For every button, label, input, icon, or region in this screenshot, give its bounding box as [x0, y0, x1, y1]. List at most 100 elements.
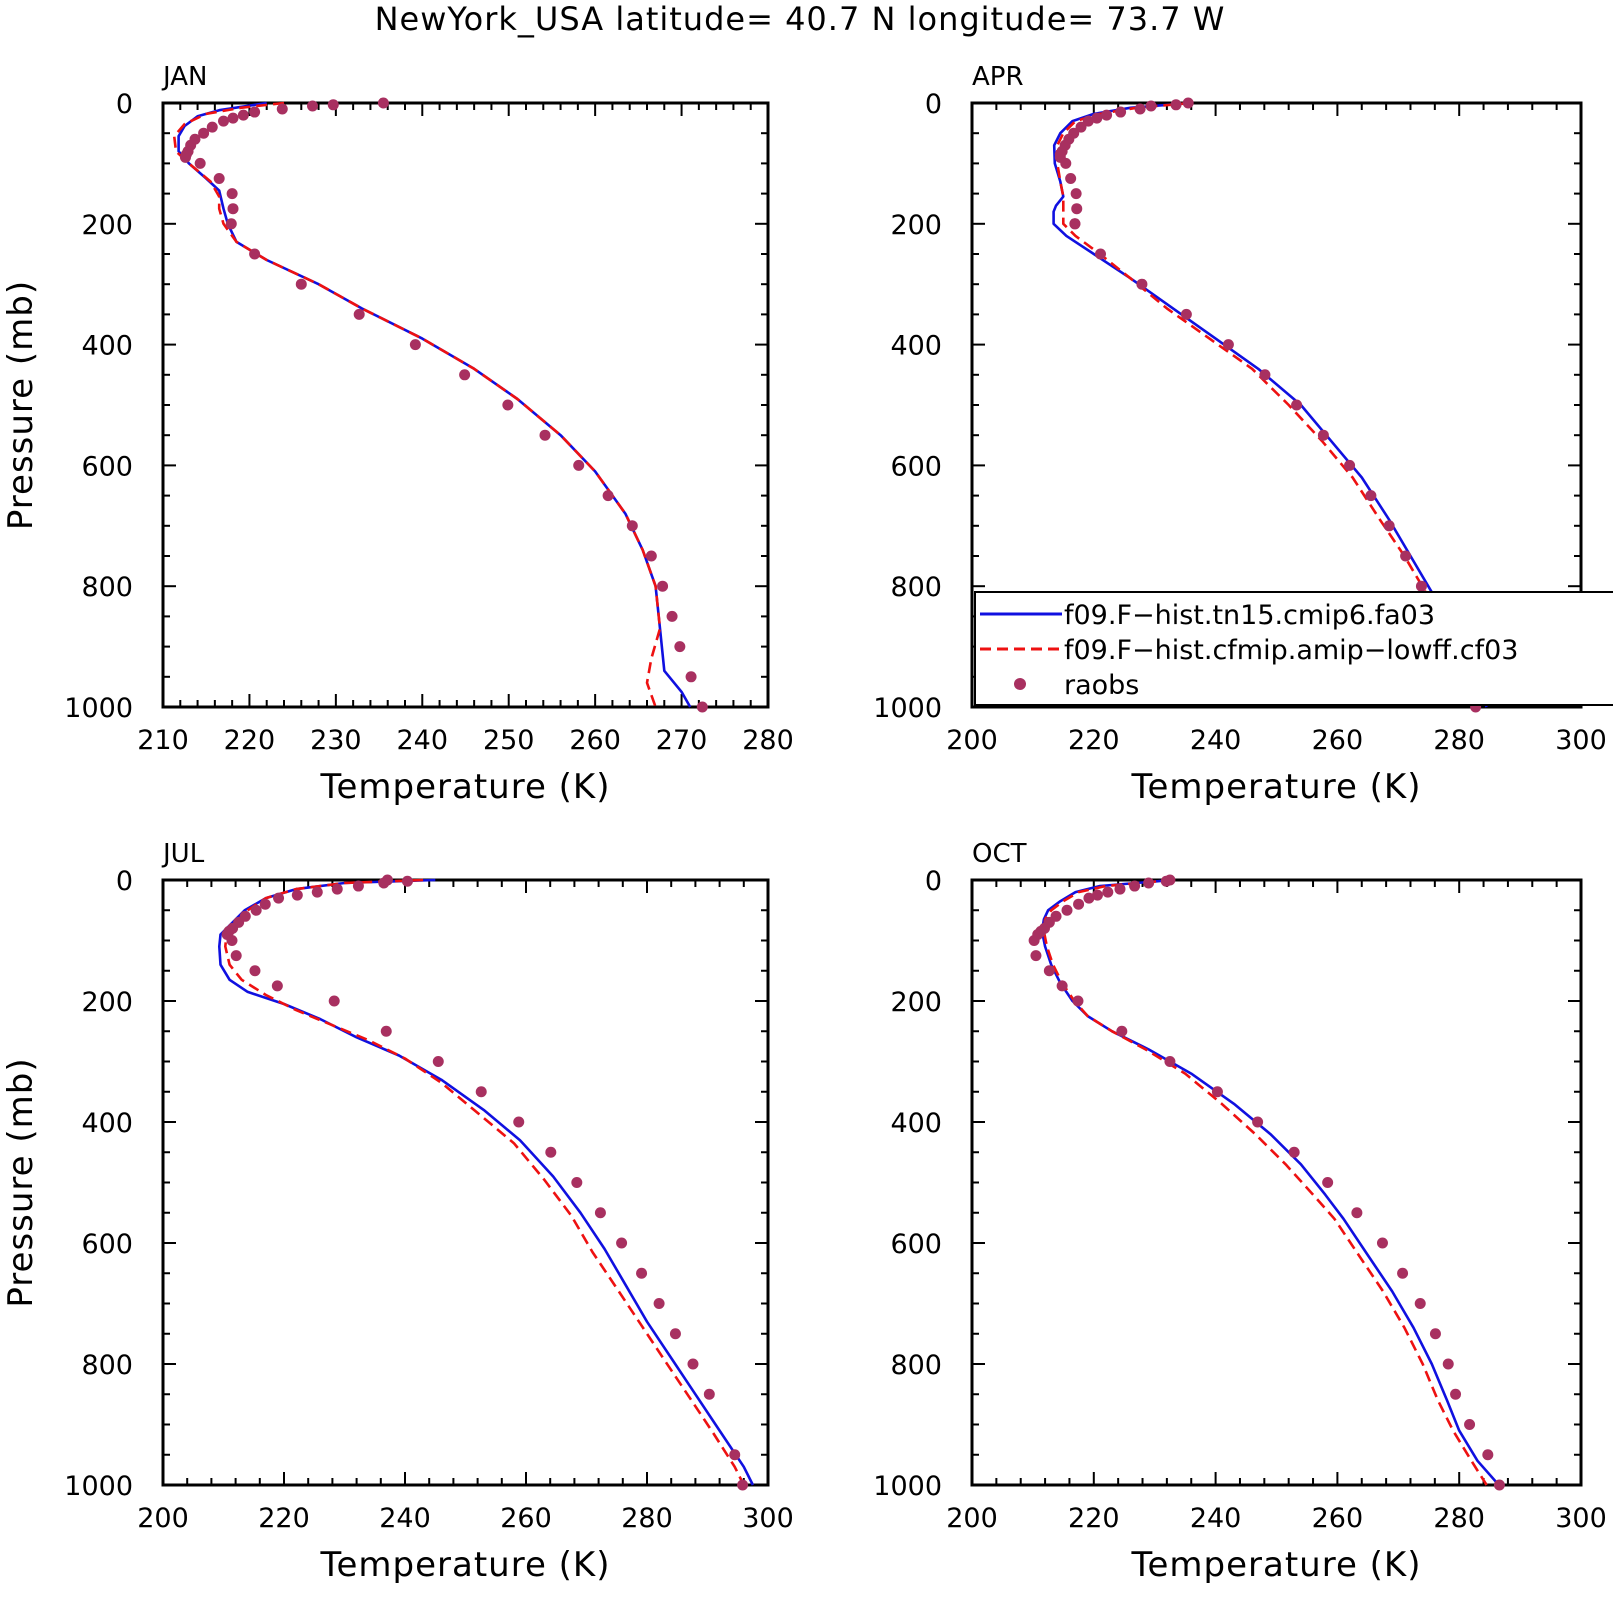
raobs-point — [1136, 278, 1148, 290]
raobs-point — [626, 520, 638, 532]
x-tick-label: 220 — [258, 1503, 310, 1534]
raobs-point — [331, 883, 343, 895]
raobs-point — [696, 701, 708, 713]
raobs-point — [1288, 1146, 1300, 1158]
raobs-point — [327, 99, 339, 111]
plot-frame — [970, 878, 1583, 1487]
series-raobs — [1028, 874, 1505, 1491]
plot-data — [172, 97, 708, 713]
raobs-point — [432, 1056, 444, 1067]
raobs-point — [1072, 995, 1084, 1007]
x-tick-label: 220 — [1068, 1503, 1120, 1534]
y-tick-label: 0 — [925, 89, 942, 120]
raobs-point — [1134, 103, 1146, 115]
raobs-point — [179, 151, 191, 163]
y-tick-label: 800 — [81, 1350, 133, 1381]
raobs-point — [1094, 248, 1106, 260]
raobs-point — [1400, 550, 1412, 562]
legend: f09.F−hist.tn15.cmip6.fa03 f09.F−hist.cfm… — [974, 591, 1613, 706]
raobs-point — [1129, 880, 1141, 892]
x-tick-label: 270 — [656, 725, 708, 756]
raobs-point — [1030, 950, 1042, 962]
raobs-point — [1082, 115, 1094, 127]
raobs-point — [685, 671, 697, 683]
raobs-point — [539, 429, 551, 441]
raobs-point — [1482, 1449, 1494, 1461]
raobs-point — [307, 100, 319, 112]
model-line-dashed — [1042, 878, 1488, 1486]
raobs-point — [1143, 877, 1155, 889]
raobs-point — [1252, 1116, 1264, 1128]
raobs-point — [674, 641, 686, 653]
raobs-point — [227, 203, 239, 215]
raobs-point — [1043, 965, 1055, 977]
panel-title: OCT — [972, 839, 1027, 869]
x-tick-label: 240 — [397, 725, 449, 756]
y-tick-label: 400 — [81, 331, 133, 362]
x-tick-label: 230 — [310, 725, 362, 756]
raobs-point — [1415, 580, 1427, 592]
raobs-point — [594, 1207, 606, 1219]
y-tick-label: 200 — [890, 987, 942, 1018]
x-tick-label: 260 — [500, 1503, 552, 1534]
raobs-point — [1351, 1207, 1363, 1219]
x-tick-label: 300 — [1555, 1503, 1607, 1534]
raobs-point — [1211, 1086, 1223, 1098]
raobs-point — [1383, 520, 1395, 532]
legend-marker-raobs — [1014, 678, 1026, 690]
y-tick-label: 1000 — [873, 693, 942, 724]
raobs-point — [218, 115, 229, 127]
raobs-point — [669, 1328, 681, 1340]
raobs-point — [1056, 980, 1068, 992]
raobs-point — [213, 173, 225, 184]
model-line-solid — [218, 878, 755, 1486]
raobs-point — [380, 1025, 392, 1037]
raobs-point — [1060, 157, 1072, 169]
raobs-point — [291, 889, 303, 901]
raobs-point — [328, 995, 340, 1007]
raobs-point — [1116, 1025, 1128, 1037]
legend-label: f09.F−hist.tn15.cmip6.fa03 — [1064, 600, 1435, 631]
x-axis-label: Temperature (K) — [319, 1545, 610, 1585]
x-axis-label: Temperature (K) — [1130, 767, 1421, 807]
raobs-point — [1322, 1177, 1334, 1188]
raobs-point — [687, 1358, 699, 1370]
raobs-point — [1442, 1358, 1454, 1370]
raobs-point — [1180, 308, 1192, 320]
raobs-point — [1091, 889, 1103, 901]
panel-oct: OCT 200 220 240 260 280 300 0 200 400 600 800 1000 Te… — [873, 839, 1606, 1585]
raobs-point — [230, 950, 242, 962]
x-tick-label: 200 — [946, 725, 998, 756]
x-tick-label: 280 — [621, 1503, 673, 1534]
raobs-point — [1073, 898, 1085, 910]
legend-box — [974, 591, 1613, 706]
raobs-point — [1376, 1237, 1388, 1249]
series-raobs — [179, 97, 708, 713]
raobs-point — [545, 1146, 557, 1158]
plot-data — [218, 874, 755, 1491]
raobs-point — [1028, 935, 1040, 946]
raobs-point — [513, 1116, 525, 1128]
panel-title: JAN — [161, 62, 207, 92]
raobs-point — [1071, 203, 1083, 215]
panels: JAN 210 220 230 240 250 260 270 280 0 200 400 600 800… — [1, 62, 1607, 1585]
raobs-point — [657, 580, 669, 592]
raobs-point — [645, 550, 657, 562]
raobs-point — [1065, 173, 1077, 184]
raobs-point — [276, 103, 288, 115]
raobs-point — [1170, 99, 1182, 111]
raobs-point — [666, 610, 678, 622]
y-tick-label: 1000 — [64, 1471, 133, 1502]
raobs-point — [226, 935, 238, 946]
x-tick-label: 280 — [1433, 1503, 1485, 1534]
raobs-point — [1429, 1328, 1441, 1340]
raobs-point — [409, 339, 421, 351]
raobs-point — [377, 97, 389, 109]
x-tick-label: 220 — [224, 725, 276, 756]
raobs-point — [1182, 97, 1194, 109]
plot-data — [1028, 874, 1505, 1491]
raobs-point — [378, 877, 390, 889]
raobs-point — [1083, 892, 1095, 904]
raobs-point — [249, 248, 261, 260]
